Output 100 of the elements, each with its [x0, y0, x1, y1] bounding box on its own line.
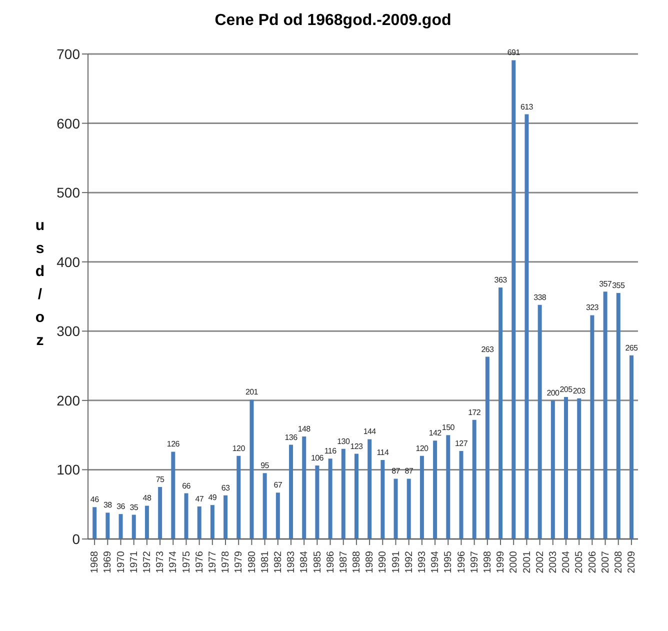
- data-label: 120: [416, 444, 430, 453]
- bar: [550, 400, 555, 539]
- x-tick-label: 1969: [102, 550, 114, 574]
- bar: [236, 456, 241, 539]
- data-label: 48: [142, 494, 152, 503]
- x-tick-label: 2006: [587, 550, 598, 574]
- data-label: 47: [195, 494, 204, 504]
- x-tick-label: 1997: [469, 550, 480, 574]
- bar: [420, 456, 424, 539]
- data-label: 116: [324, 446, 338, 456]
- bar: [459, 451, 464, 539]
- bar: [406, 478, 411, 539]
- bar: [144, 506, 149, 539]
- y-tick-label: 200: [56, 392, 80, 408]
- data-label: 127: [455, 439, 468, 448]
- bar: [289, 444, 294, 539]
- x-tick-label: 1998: [482, 550, 494, 574]
- y-tick-label: 0: [72, 530, 80, 547]
- bar: [616, 293, 620, 539]
- x-tick-label: 2008: [613, 550, 624, 574]
- bar: [92, 507, 97, 539]
- x-tick-label: 1990: [378, 550, 389, 574]
- bar: [315, 466, 320, 539]
- x-tick-label: 1983: [286, 550, 298, 574]
- x-tick-label: 1981: [260, 550, 271, 574]
- bar: [262, 473, 267, 539]
- data-label: 613: [520, 102, 534, 112]
- y-axis-title: usd/oz: [34, 216, 46, 351]
- bar: [328, 458, 332, 539]
- bar: [394, 478, 398, 539]
- bar: [524, 114, 529, 539]
- data-label: 200: [546, 388, 560, 398]
- x-tick-label: 1994: [430, 550, 442, 574]
- bar: [132, 514, 136, 539]
- data-label: 126: [166, 440, 180, 449]
- bar: [171, 452, 176, 539]
- data-label: 142: [428, 428, 442, 438]
- x-tick-label: 1987: [338, 550, 350, 574]
- data-label: 691: [507, 48, 521, 58]
- x-tick-label: 1992: [404, 550, 415, 574]
- bar: [224, 495, 228, 539]
- bar: [250, 400, 254, 539]
- data-label: 363: [494, 275, 508, 284]
- data-label: 87: [392, 466, 401, 476]
- chart-title: Cene Pd od 1968god.-2009.god: [214, 12, 452, 30]
- x-tick-label: 1980: [246, 550, 258, 574]
- data-label: 130: [337, 436, 350, 446]
- x-tick-label: 2003: [548, 550, 559, 574]
- bar: [512, 60, 516, 539]
- bar: [184, 493, 188, 539]
- bar: [354, 454, 358, 539]
- bar: [302, 436, 306, 539]
- bar: [577, 398, 582, 539]
- data-label: 172: [468, 408, 482, 417]
- y-tick-label: 300: [56, 323, 80, 340]
- bar: [485, 356, 490, 539]
- data-label: 263: [481, 344, 495, 354]
- y-tick-label: 400: [56, 254, 80, 270]
- bar: [210, 505, 214, 539]
- bar: [197, 506, 202, 539]
- bar: [564, 396, 568, 539]
- data-label: 106: [310, 454, 324, 463]
- x-tick-label: 1973: [155, 550, 166, 574]
- data-label: 355: [612, 281, 626, 290]
- x-tick-label: 1976: [194, 550, 206, 574]
- x-tick-label: 2009: [626, 550, 638, 574]
- data-label: 75: [156, 475, 166, 484]
- data-label: 150: [442, 423, 456, 432]
- data-label: 136: [284, 432, 298, 442]
- x-tick-label: 1984: [299, 550, 310, 574]
- bar: [276, 492, 280, 539]
- bar: [158, 487, 162, 539]
- x-tick-label: 1995: [443, 550, 454, 574]
- y-tick-label: 500: [56, 184, 80, 201]
- x-tick-label: 1988: [352, 550, 363, 574]
- x-tick-label: 2002: [534, 550, 546, 574]
- y-tick-label: 600: [56, 115, 80, 132]
- data-label: 36: [116, 502, 126, 512]
- bar: [538, 304, 542, 539]
- data-label: 144: [363, 427, 377, 436]
- data-label: 49: [208, 493, 218, 502]
- bar: [106, 512, 110, 539]
- y-tick-label: 700: [56, 46, 80, 62]
- x-tick-label: 1977: [208, 550, 219, 574]
- x-tick-label: 1986: [325, 550, 336, 574]
- x-tick-label: 2000: [508, 550, 520, 574]
- data-label: 201: [246, 388, 259, 397]
- data-label: 95: [260, 461, 270, 470]
- data-label: 120: [232, 444, 246, 453]
- x-tick-label: 1974: [168, 550, 180, 574]
- data-label: 205: [560, 384, 574, 394]
- bar: [118, 514, 123, 539]
- bar: [629, 355, 634, 539]
- data-label: 123: [350, 442, 364, 451]
- data-label: 46: [90, 495, 100, 504]
- x-tick-label: 2007: [600, 550, 612, 574]
- bar: [472, 420, 476, 539]
- data-label: 148: [298, 424, 312, 434]
- bar: [498, 287, 503, 539]
- data-label: 63: [221, 483, 231, 492]
